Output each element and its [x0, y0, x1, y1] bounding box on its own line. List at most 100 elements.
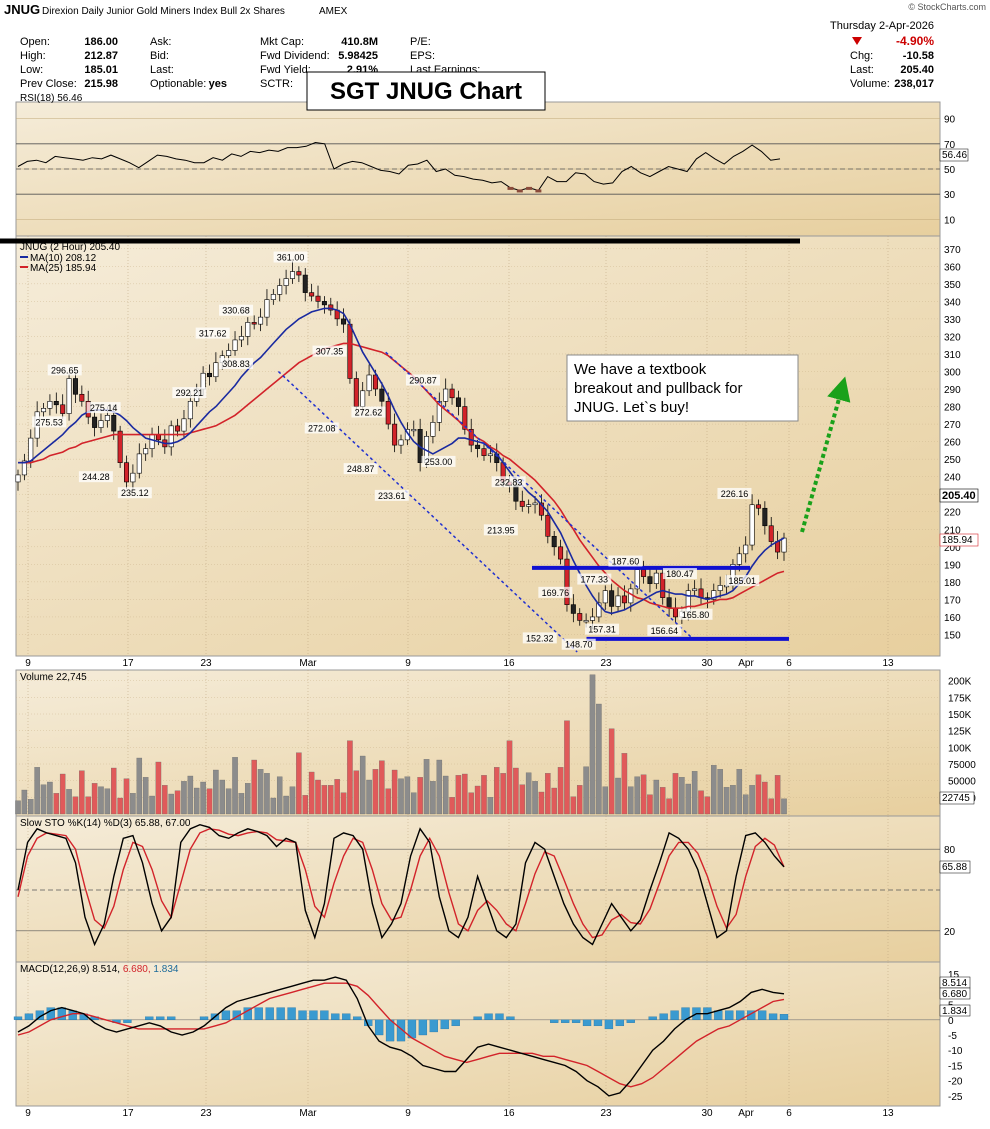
volume-bar	[72, 796, 79, 815]
volume-bar	[589, 674, 596, 815]
price-annotation: 185.01	[728, 576, 756, 586]
y-tick-label: 330	[944, 315, 961, 326]
macd-histogram-bar	[571, 1019, 581, 1023]
panel-macd	[15, 961, 941, 1107]
candle-body	[175, 425, 181, 432]
candle-body	[411, 429, 417, 432]
volume-bar	[570, 796, 577, 815]
exchange: AMEX	[319, 6, 348, 17]
price-annotation: 275.14	[90, 403, 118, 413]
rsi-line	[17, 141, 781, 191]
annotation-bg	[421, 455, 456, 467]
rsi-last-value: 56.46	[942, 150, 967, 161]
macd-histogram-bar	[145, 1016, 154, 1020]
stat-value: 238,017	[894, 78, 934, 90]
candle-body	[781, 537, 787, 553]
volume-bar	[538, 791, 545, 815]
volume-bar	[583, 766, 589, 815]
price-annotation: 244.28	[82, 472, 110, 482]
annotation-bg	[273, 251, 308, 263]
volume-bar	[449, 797, 455, 815]
y-tick-label: 280	[944, 403, 961, 414]
quote-label: Fwd Yield:	[260, 64, 311, 76]
volume-bar	[730, 785, 736, 815]
ma10-legend: MA(10) 208.12	[30, 253, 97, 264]
candle-body	[698, 588, 704, 598]
candle-body	[564, 558, 570, 605]
x-tick-label: 6	[786, 1108, 792, 1119]
y-tick-label: 50000	[948, 777, 976, 788]
volume-bar	[596, 703, 602, 815]
volume-bar	[308, 771, 315, 815]
candle-body	[302, 274, 308, 293]
candle-body	[347, 323, 353, 379]
macd-histogram-bar	[779, 1014, 789, 1020]
y-tick-label: 90	[944, 115, 956, 126]
y-tick-label: 10	[944, 215, 956, 226]
volume-bar	[238, 793, 245, 815]
volume-bar	[372, 769, 379, 815]
price-annotation: 248.87	[347, 464, 375, 474]
x-tick-label: 16	[503, 658, 515, 669]
volume-bar	[104, 788, 111, 815]
title-box-text: SGT JNUG Chart	[330, 78, 522, 105]
volume-bar	[149, 795, 155, 815]
candle-body	[53, 400, 59, 406]
y-tick-label: 260	[944, 438, 961, 449]
macd-last-value: 1.834	[942, 1006, 967, 1017]
candle-body	[538, 502, 544, 516]
volume-bar	[398, 778, 404, 815]
volume-bar	[659, 787, 666, 815]
macd-histogram-bar	[593, 1019, 603, 1027]
title-box: SGT JNUG Chart	[306, 71, 546, 111]
macd-histogram-bar	[582, 1019, 592, 1027]
y-tick-label: 200K	[948, 677, 972, 688]
volume-bar	[296, 752, 302, 815]
candle-body	[513, 485, 519, 502]
annotation-bg	[647, 624, 682, 636]
volume-bar	[315, 779, 321, 815]
candle-body	[468, 429, 474, 446]
candle-body	[398, 439, 404, 446]
volume-bar	[621, 753, 628, 815]
macd-histogram-bar	[123, 1019, 132, 1023]
volume-bar	[276, 776, 283, 815]
price-annotation: 157.31	[588, 625, 616, 635]
brand: © StockCharts.com	[908, 2, 986, 12]
sto-d-line	[17, 828, 785, 939]
macd-histogram-bar	[670, 1010, 679, 1020]
macd-histogram-bar	[243, 1007, 252, 1020]
candle-body	[117, 430, 123, 463]
candle-body	[615, 595, 621, 607]
quote-label: Last:	[150, 64, 174, 76]
y-tick-label: 0	[948, 1016, 954, 1027]
macd-histogram-bar	[298, 1010, 307, 1020]
candle-body	[545, 514, 551, 537]
price-annotation: 233.61	[378, 491, 406, 501]
volume-last-box	[939, 791, 975, 805]
y-tick-label: 190	[944, 560, 961, 571]
y-tick-label: 70	[944, 140, 956, 151]
y-tick-label: -5	[948, 1031, 957, 1042]
candle-body	[309, 292, 315, 297]
candle-body	[583, 620, 589, 623]
annotation-bg	[32, 416, 67, 428]
annotation-bg	[47, 364, 82, 376]
ma10-line	[18, 307, 785, 615]
macd-last-box	[939, 1004, 971, 1017]
candle-body	[462, 406, 468, 430]
volume-bar	[749, 785, 755, 815]
candle-body	[341, 318, 347, 325]
change-percent: -4.90%	[896, 34, 934, 48]
volume-bar	[28, 799, 34, 815]
candle-body	[481, 448, 487, 456]
volume-bar	[155, 761, 162, 815]
macd-histogram-bar	[550, 1019, 559, 1023]
volume-bar	[174, 790, 181, 815]
volume-bar	[251, 759, 257, 815]
volume-bar	[691, 771, 698, 815]
annotation-bg	[351, 406, 386, 418]
macd-signal-line	[17, 982, 785, 1088]
